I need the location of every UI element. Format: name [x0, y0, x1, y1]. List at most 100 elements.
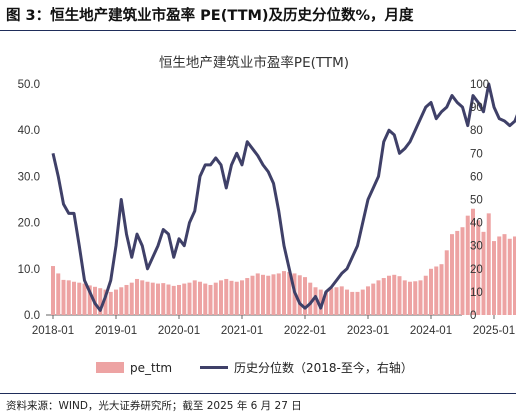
pe-bar [486, 213, 491, 315]
pe-bar [103, 289, 108, 315]
chart: 恒生地产建筑业市盈率PE(TTM) 0.0 10.0 20.0 30.0 40.0 50.… [18, 54, 516, 375]
pe-bar [418, 280, 423, 315]
pe-bar [213, 282, 218, 315]
pe-bar [51, 266, 55, 315]
legend-label-percentile: 历史分位数（2018-至今，右轴） [234, 360, 413, 375]
x-tick-label: 2020-01 [158, 325, 200, 337]
pe-bar [98, 288, 103, 315]
pe-bar [339, 286, 344, 315]
pe-bar [145, 281, 150, 315]
pe-bar [434, 266, 439, 315]
pe-bar [492, 241, 496, 315]
pe-bar [439, 264, 444, 315]
pe-bar [413, 281, 418, 315]
pe-bar [124, 284, 129, 315]
pe-bar [502, 234, 507, 315]
legend-swatch-pe [96, 362, 124, 373]
pe-bar [282, 271, 286, 315]
legend: pe_ttm 历史分位数（2018-至今，右轴） [96, 360, 413, 375]
pe-bar [208, 284, 213, 315]
pe-bar [444, 250, 449, 315]
y-left-tick-label: 30.0 [18, 171, 40, 183]
x-tick-label: 2021-01 [221, 325, 263, 337]
pe-bar [329, 288, 334, 315]
pe-bar [161, 283, 166, 315]
pe-bar [360, 289, 365, 315]
pe-bar [135, 278, 139, 315]
y-right-tick-label: 80 [470, 125, 483, 137]
pe-bar [507, 238, 512, 315]
y-left-tick-label: 40.0 [18, 125, 40, 137]
pe-bar [345, 289, 349, 315]
pe-bar [82, 283, 87, 315]
top-rule [0, 30, 516, 31]
pe-bar [114, 289, 118, 315]
pe-bar [465, 215, 470, 315]
pe-bar [387, 275, 391, 315]
x-tick-label: 2023-01 [347, 325, 389, 337]
pe-bar [271, 274, 276, 315]
y-right-tick-label: 40 [470, 218, 483, 230]
pe-bar [287, 272, 292, 315]
y-left-tick-label: 50.0 [18, 79, 40, 91]
percentile-line [51, 82, 516, 312]
pe-bar [166, 284, 171, 315]
pe-bar [187, 282, 192, 315]
pe-bar [119, 287, 124, 315]
pe-bar [313, 287, 318, 315]
pe-bar [408, 281, 412, 315]
pe-bar [224, 278, 229, 315]
y-right-tick-label: 100 [470, 79, 489, 91]
pe-bar [203, 283, 208, 315]
y-right-tick-label: 50 [470, 195, 483, 207]
pe-bar [219, 280, 223, 315]
pe-bar [392, 274, 397, 315]
y-left-tick-label: 20.0 [18, 218, 40, 230]
pe-bar [234, 281, 239, 315]
pe-bar [177, 284, 181, 315]
pe-bar [255, 273, 260, 315]
pe-bar [308, 282, 313, 315]
x-tick-label: 2022-01 [284, 325, 326, 337]
bottom-rule [0, 393, 516, 394]
pe-bar [182, 283, 187, 315]
pe-bar [513, 236, 516, 315]
y-right-tick-label: 90 [470, 102, 483, 114]
x-tick-label: 2019-01 [95, 325, 137, 337]
y-right-tick-label: 60 [470, 171, 483, 183]
pe-bar [376, 280, 381, 315]
pe-bar [240, 280, 244, 315]
source-note: 资料来源：WIND，光大证券研究所；截至 2025 年 6 月 27 日 [6, 400, 302, 412]
pe-bar [266, 275, 271, 315]
pe-bar [297, 275, 302, 315]
pe-bar [476, 220, 481, 315]
y-right-tick-label: 0 [470, 310, 476, 322]
pe-bar [108, 291, 113, 315]
legend-label-pe: pe_ttm [130, 361, 172, 375]
pe-bar [450, 234, 454, 315]
pe-bar [318, 289, 323, 315]
pe-bar [460, 227, 465, 315]
pe-bar [371, 283, 376, 315]
pe-bar [423, 275, 428, 315]
pe-bar [156, 283, 160, 315]
pe-bar [402, 280, 407, 315]
pe-bar [250, 275, 255, 315]
pe-bar [355, 291, 360, 315]
y-right-tick-label: 30 [470, 241, 483, 253]
pe-bar [72, 281, 76, 315]
pe-bar [66, 280, 71, 315]
pe-bar [334, 287, 339, 315]
pe-bar [198, 281, 202, 315]
y-right-tick-label: 70 [470, 148, 483, 160]
pe-bar [429, 268, 433, 315]
pe-bar [245, 278, 250, 315]
pe-bar [261, 274, 265, 315]
y-right-tick-label: 10 [470, 287, 483, 299]
pe-bar [61, 279, 66, 315]
pe-bar [350, 291, 355, 315]
pe-bar [455, 230, 460, 315]
x-tick-label: 2018-01 [32, 325, 74, 337]
bar-series [51, 208, 516, 315]
pe-bar [276, 273, 281, 315]
